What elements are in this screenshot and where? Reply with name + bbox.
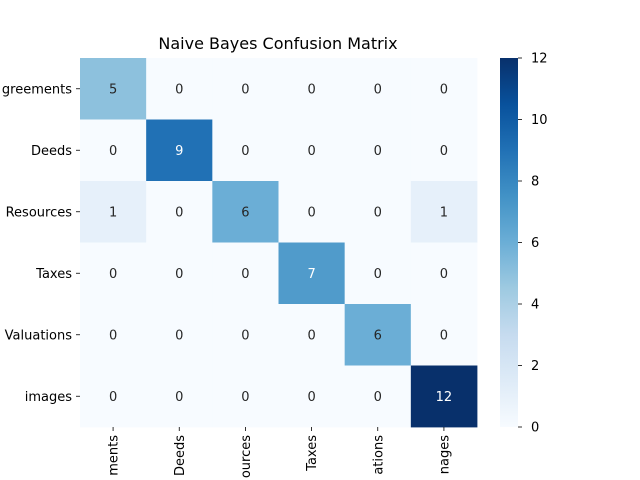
heatmap-cell	[80, 58, 147, 120]
heatmap-cell	[278, 304, 346, 366]
heatmap-cell	[146, 181, 213, 243]
heatmap-cell	[344, 242, 412, 305]
colorbar-gradient	[500, 58, 518, 427]
colorbar-tick-label: 2	[531, 359, 539, 374]
heatmap-cell	[278, 242, 346, 305]
colorbar-tick-label: 10	[531, 113, 548, 128]
heatmap-cell	[212, 181, 279, 243]
colorbar-tick-label: 8	[531, 175, 539, 190]
y-tick-label: images	[25, 390, 72, 405]
cell-value-label: 12	[436, 390, 453, 405]
colorbar: 0 2 4 6 8 10 12	[500, 52, 548, 436]
heatmap-cell	[410, 181, 478, 243]
cell-value-label: 0	[241, 267, 249, 282]
heatmap-cell	[410, 58, 478, 120]
heatmap-cell	[146, 365, 213, 428]
cell-value-label: 0	[307, 144, 315, 159]
cell-value-label: 1	[440, 205, 448, 220]
cell-value-label: 6	[241, 205, 249, 220]
heatmap-cell	[278, 58, 346, 120]
x-tick-label: ources	[239, 435, 254, 478]
row-tick-labels: greements Deeds Resources Taxes Valuations im…	[2, 82, 80, 405]
y-tick-label: greements	[2, 82, 72, 97]
heatmap-cell	[410, 119, 478, 182]
x-tick-label: ments	[107, 435, 122, 476]
cell-value-label: 0	[241, 390, 249, 405]
heatmap-cell	[146, 58, 213, 120]
heatmap-cell	[212, 365, 279, 428]
heatmap-cell	[146, 304, 213, 366]
heatmap-cell	[146, 119, 213, 182]
cell-value-label: 0	[175, 82, 183, 97]
heatmap-cell	[80, 304, 147, 366]
heatmap-cell	[212, 242, 279, 305]
cell-value-label: 0	[175, 328, 183, 343]
cell-value-label: 0	[307, 328, 315, 343]
y-tick-label: Taxes	[35, 267, 72, 282]
cell-value-label: 0	[374, 205, 382, 220]
heatmap-cell	[410, 304, 478, 366]
colorbar-tick-label: 6	[531, 236, 539, 251]
heatmap-cell	[278, 181, 346, 243]
colorbar-tick-label: 4	[531, 298, 539, 313]
cell-value-label: 0	[440, 328, 448, 343]
heatmap-cell	[410, 365, 478, 428]
cell-value-label: 0	[440, 82, 448, 97]
heatmap-cell	[344, 304, 412, 366]
y-tick-label: Valuations	[5, 328, 73, 343]
cell-value-label: 0	[374, 144, 382, 159]
heatmap-cell	[80, 119, 147, 182]
cell-value-label: 5	[109, 82, 117, 97]
heatmap-cell	[278, 365, 346, 428]
heatmap-cells: 5 0 0 0 0 0 0 9 0 0 0 0 1 0 6 0 0 1 0 0 0 7 0 0 0 0 0 0 6 0 0 0 0 0 0 12	[80, 58, 478, 428]
cell-value-label: 0	[374, 390, 382, 405]
heatmap-cell	[80, 365, 147, 428]
chart-title: Naive Bayes Confusion Matrix	[158, 34, 397, 53]
cell-value-label: 9	[175, 144, 183, 159]
heatmap-cell	[80, 181, 147, 243]
cell-value-label: 0	[307, 82, 315, 97]
cell-value-label: 0	[307, 205, 315, 220]
cell-value-label: 0	[109, 328, 117, 343]
heatmap-cell	[344, 58, 412, 120]
heatmap-cell	[146, 242, 213, 305]
x-tick-label: Deeds	[173, 435, 188, 476]
cell-value-label: 0	[175, 205, 183, 220]
heatmap-cell	[212, 58, 279, 120]
x-tick-label: ations	[371, 435, 386, 475]
heatmap-cell	[212, 119, 279, 182]
cell-value-label: 0	[440, 267, 448, 282]
cell-value-label: 0	[241, 144, 249, 159]
cell-value-label: 1	[109, 205, 117, 220]
cell-value-label: 0	[109, 267, 117, 282]
cell-value-label: 0	[241, 328, 249, 343]
cell-value-label: 0	[374, 267, 382, 282]
cell-value-label: 7	[307, 267, 315, 282]
heatmap-cell	[212, 304, 279, 366]
heatmap-cell	[344, 119, 412, 182]
heatmap-cell	[344, 181, 412, 243]
cell-value-label: 0	[440, 144, 448, 159]
x-tick-label: nages	[437, 435, 452, 474]
cell-value-label: 0	[307, 390, 315, 405]
colorbar-tick-label: 0	[531, 421, 539, 436]
cell-value-label: 0	[374, 82, 382, 97]
cell-value-label: 0	[175, 390, 183, 405]
x-tick-label: Taxes	[305, 435, 320, 472]
cell-value-label: 6	[374, 328, 382, 343]
cell-value-label: 0	[109, 390, 117, 405]
cell-value-label: 0	[175, 267, 183, 282]
colorbar-tick-label: 12	[531, 52, 548, 67]
heatmap-cell	[278, 119, 346, 182]
column-tick-labels: ments Deeds ources Taxes ations nages	[107, 427, 452, 478]
y-tick-label: Resources	[6, 205, 73, 220]
heatmap-cell	[80, 242, 147, 305]
heatmap-cell	[410, 242, 478, 305]
cell-value-label: 0	[109, 144, 117, 159]
heatmap-cell	[344, 365, 412, 428]
y-tick-label: Deeds	[31, 144, 72, 159]
cell-value-label: 0	[241, 82, 249, 97]
